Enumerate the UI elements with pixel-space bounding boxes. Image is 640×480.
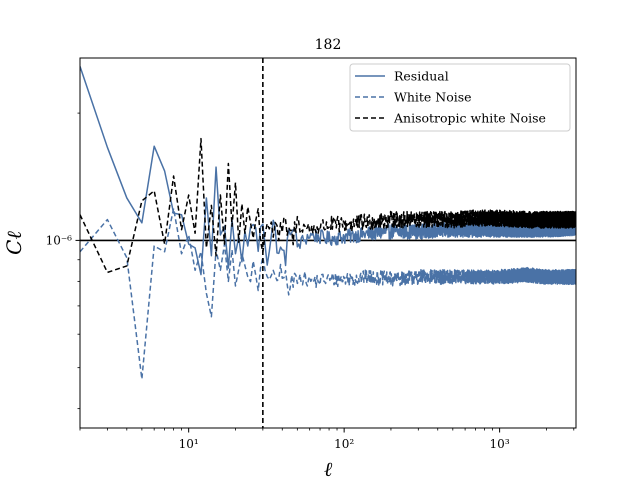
x-tick-label: 10²	[334, 437, 354, 451]
x-axis-label: ℓ	[324, 457, 333, 480]
plot-area	[80, 58, 576, 428]
y-axis-label: Cℓ	[2, 231, 26, 255]
legend-label-residual: Residual	[394, 69, 449, 84]
legend: Residual White Noise Anisotropic white N…	[349, 63, 571, 132]
legend-box	[349, 63, 571, 132]
x-tick-label: 10¹	[179, 437, 199, 451]
legend-label-anisotropic: Anisotropic white Noise	[393, 111, 546, 126]
chart-title: 182	[315, 37, 342, 53]
tick-labels: 10¹ 10² 10³ 10⁻⁶	[46, 233, 510, 451]
series-line-anisotropic-white-noise	[80, 137, 576, 274]
axes-frame	[79, 57, 577, 429]
y-tick-label: 10⁻⁶	[46, 233, 73, 247]
legend-label-white-noise: White Noise	[394, 90, 472, 105]
series-line-white-noise	[80, 207, 576, 380]
x-tick-label: 10³	[490, 437, 510, 451]
